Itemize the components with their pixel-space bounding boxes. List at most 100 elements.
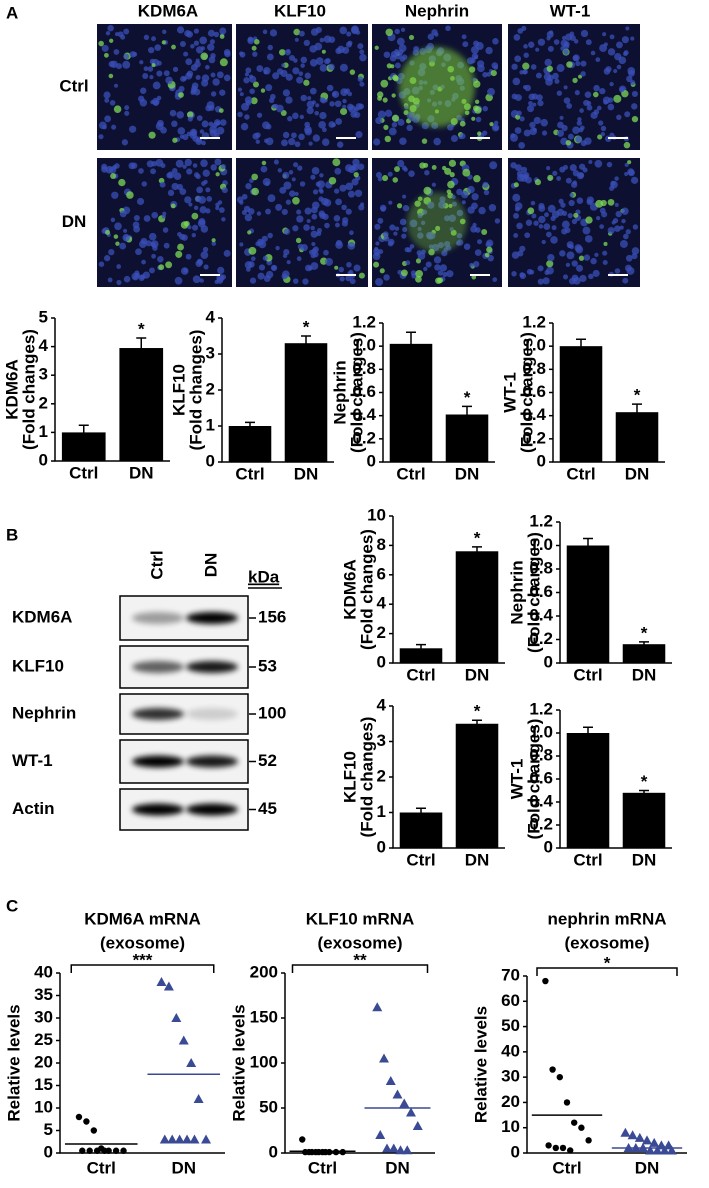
nucleus bbox=[334, 100, 342, 108]
nucleus bbox=[624, 171, 629, 176]
nucleus bbox=[249, 88, 255, 95]
nucleus bbox=[471, 116, 476, 121]
point bbox=[559, 1144, 567, 1152]
nucleus bbox=[519, 116, 525, 122]
error-bar bbox=[583, 537, 593, 553]
nucleus bbox=[319, 97, 325, 103]
nucleus bbox=[304, 125, 312, 134]
nucleus bbox=[263, 275, 271, 282]
nucleus bbox=[349, 278, 356, 285]
nucleus bbox=[602, 96, 611, 104]
y-tick-label: 150 bbox=[250, 1007, 278, 1026]
nucleus bbox=[311, 213, 318, 220]
nucleus bbox=[379, 268, 385, 274]
nucleus bbox=[311, 167, 320, 175]
band bbox=[132, 755, 184, 768]
nucleus bbox=[151, 36, 156, 42]
nucleus bbox=[107, 277, 113, 283]
nucleus bbox=[200, 251, 209, 259]
panel-label: B bbox=[6, 525, 18, 544]
chart-title: (exosome) bbox=[564, 933, 649, 952]
nucleus bbox=[211, 241, 217, 246]
error-bar bbox=[136, 337, 147, 359]
nucleus bbox=[590, 111, 598, 119]
nucleus bbox=[609, 34, 615, 40]
nucleus bbox=[566, 61, 573, 68]
nucleus bbox=[462, 41, 469, 48]
nucleus bbox=[472, 222, 477, 228]
nucleus bbox=[544, 212, 549, 218]
y-tick-label: 0.8 bbox=[529, 558, 553, 577]
y-tick-label: 0 bbox=[44, 1142, 53, 1161]
nucleus bbox=[241, 209, 247, 216]
nucleus bbox=[534, 179, 542, 186]
nucleus bbox=[124, 110, 130, 116]
nucleus bbox=[150, 168, 157, 175]
nucleus bbox=[151, 211, 159, 219]
nucleus bbox=[269, 93, 276, 100]
nucleus bbox=[294, 141, 301, 148]
nucleus bbox=[294, 191, 299, 197]
nucleus bbox=[467, 185, 475, 194]
nucleus bbox=[163, 70, 170, 77]
nucleus bbox=[355, 131, 363, 139]
nucleus bbox=[339, 184, 347, 192]
nucleus bbox=[252, 81, 259, 88]
nucleus bbox=[283, 228, 291, 235]
nucleus bbox=[401, 233, 407, 239]
nucleus bbox=[165, 261, 173, 269]
nucleus bbox=[616, 114, 622, 120]
nucleus bbox=[485, 46, 493, 55]
y-tick-label: 4 bbox=[377, 594, 387, 613]
nucleus bbox=[116, 264, 122, 269]
nucleus bbox=[156, 70, 163, 77]
nucleus bbox=[141, 181, 147, 187]
nucleus bbox=[583, 99, 590, 107]
nucleus bbox=[606, 161, 613, 168]
nucleus bbox=[292, 112, 299, 120]
y-tick-label: 25 bbox=[34, 1030, 53, 1049]
nucleus bbox=[145, 240, 152, 247]
micrograph bbox=[372, 24, 502, 150]
nucleus bbox=[556, 129, 565, 137]
bar bbox=[615, 412, 659, 462]
nucleus bbox=[353, 172, 359, 178]
nucleus bbox=[128, 162, 136, 170]
nucleus bbox=[613, 94, 622, 103]
kda-value: 53 bbox=[258, 656, 277, 675]
y-tick-label: 4 bbox=[206, 307, 216, 326]
nucleus bbox=[299, 114, 305, 120]
y-tick-label: 3 bbox=[39, 365, 48, 384]
nucleus bbox=[516, 170, 524, 177]
nucleus bbox=[176, 26, 185, 34]
nucleus bbox=[400, 269, 408, 277]
nucleus bbox=[205, 187, 211, 193]
nucleus bbox=[210, 164, 217, 171]
nucleus bbox=[538, 205, 546, 212]
nucleus bbox=[512, 193, 521, 202]
bar bbox=[284, 343, 328, 462]
nucleus bbox=[530, 200, 536, 206]
nucleus bbox=[538, 224, 544, 229]
nucleus bbox=[537, 100, 544, 107]
nucleus bbox=[152, 81, 161, 90]
nucleus bbox=[241, 102, 250, 111]
nucleus bbox=[182, 134, 189, 141]
nucleus bbox=[312, 189, 319, 195]
nucleus bbox=[291, 177, 296, 182]
nucleus bbox=[264, 138, 269, 144]
y-tick-label: 3 bbox=[206, 343, 215, 362]
nucleus bbox=[345, 182, 354, 191]
nucleus bbox=[375, 241, 380, 246]
nucleus bbox=[415, 269, 424, 278]
nucleus bbox=[171, 44, 176, 50]
x-tick-label: Ctrl bbox=[406, 850, 435, 869]
nucleus bbox=[374, 45, 379, 50]
nucleus bbox=[210, 91, 217, 97]
chart-title: (exosome) bbox=[317, 933, 402, 952]
nucleus bbox=[322, 127, 327, 133]
nucleus bbox=[584, 235, 593, 243]
nucleus bbox=[336, 141, 344, 148]
nucleus bbox=[328, 176, 337, 185]
nucleus bbox=[586, 199, 593, 206]
